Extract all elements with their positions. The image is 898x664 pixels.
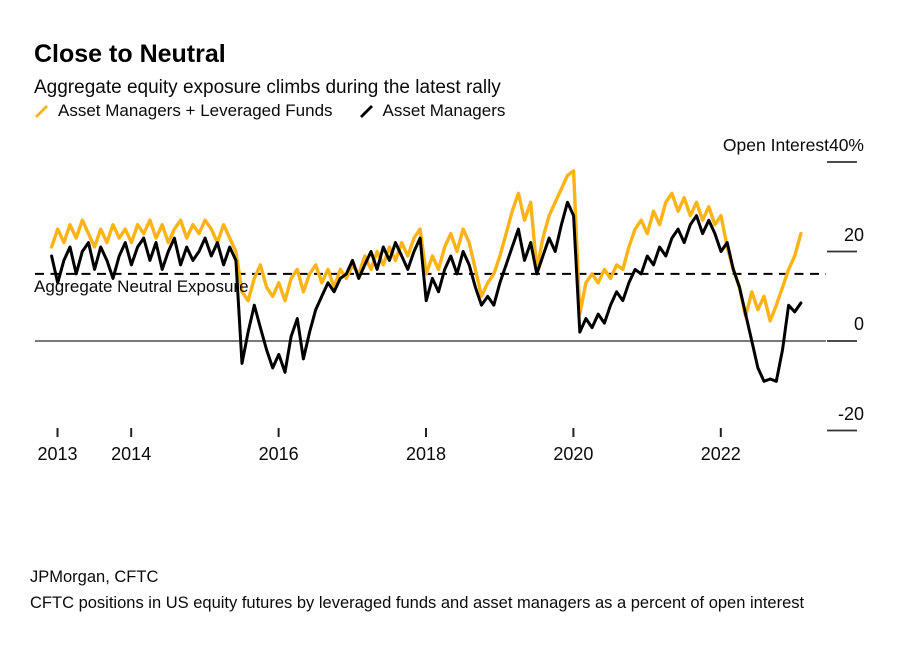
source-text: JPMorgan, CFTC xyxy=(30,568,159,586)
legend-item-asset-managers: Asset Managers xyxy=(359,101,506,121)
y-tick-label: 20 xyxy=(843,224,864,245)
y-tick-label: 0 xyxy=(853,314,864,334)
y-axis-ticks xyxy=(827,161,857,432)
y-axis-title: Open Interest xyxy=(722,135,829,155)
y-axis-top-tick-label: 40% xyxy=(828,135,864,155)
x-axis-ticks xyxy=(56,428,722,437)
x-tick-label: 2022 xyxy=(700,444,741,464)
neutral-line-label: Aggregate Neutral Exposure xyxy=(34,277,249,296)
page-title: Close to Neutral xyxy=(34,40,226,68)
slash-icon xyxy=(35,104,48,118)
legend-item-asset-managers-leveraged-funds: Asset Managers + Leveraged Funds xyxy=(34,101,333,121)
x-tick-label: 2014 xyxy=(111,444,152,464)
x-tick-label: 2018 xyxy=(405,444,447,464)
asset-managers-line xyxy=(49,169,803,323)
legend-label: Asset Managers xyxy=(382,101,506,120)
x-tick-label: 2016 xyxy=(258,444,299,464)
slash-icon xyxy=(359,104,373,118)
legend-label: Asset Managers + Leveraged Funds xyxy=(58,101,333,120)
chart-subtitle: Aggregate equity exposure climbs during … xyxy=(34,77,501,98)
x-tick-label: 2013 xyxy=(37,444,78,464)
x-tick-label: 2020 xyxy=(553,444,594,464)
chart-legend: Asset Managers + Leveraged Funds Asset M… xyxy=(34,101,505,121)
y-tick-label: -20 xyxy=(837,403,864,424)
y-axis-header: Open Interest 40% xyxy=(723,135,864,156)
footnote-text: CFTC positions in US equity futures by l… xyxy=(30,594,805,612)
